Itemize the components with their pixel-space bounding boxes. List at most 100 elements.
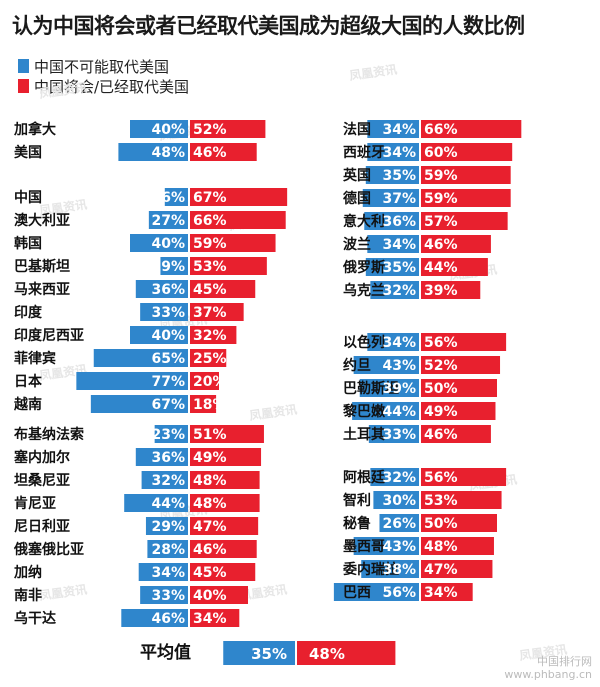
watermark-text: 凤凰资讯 <box>518 641 568 663</box>
row-value-yes: 49% <box>193 450 227 466</box>
row-bar-yes <box>421 491 502 509</box>
row-bar-yes <box>421 333 507 351</box>
row-bar-yes <box>421 379 497 397</box>
row-country-label: 约旦 <box>343 357 371 374</box>
row-country-label: 巴西 <box>343 585 371 601</box>
row-bar-yes <box>190 188 288 206</box>
row-value-yes: 50% <box>424 381 458 397</box>
row-value-no: 36% <box>382 214 416 230</box>
row-bar-no <box>90 395 188 413</box>
row-country-label: 意大利 <box>343 213 385 230</box>
row-country-label: 巴基斯坦 <box>14 258 70 275</box>
watermark-text: 凤凰资讯 <box>238 581 288 603</box>
row-bar-yes <box>421 537 494 555</box>
row-country-label: 土耳其 <box>343 426 385 443</box>
row-country-label: 法国 <box>343 121 371 138</box>
row-country-label: 巴勒斯坦 <box>343 380 399 397</box>
row-value-no: 27% <box>151 213 185 229</box>
average-bar-yes <box>297 641 396 665</box>
row-bar-yes <box>190 586 248 604</box>
legend-item-yes: 中国将会/已经取代美国 <box>18 76 189 96</box>
row-value-yes: 48% <box>193 496 227 512</box>
row-value-yes: 53% <box>424 493 458 509</box>
row-bar-no <box>365 258 419 276</box>
average-label: 平均值 <box>140 642 191 663</box>
row-value-no: 67% <box>151 397 185 413</box>
row-bar-yes <box>190 234 276 252</box>
row-bar-yes <box>190 517 259 535</box>
row-bar-yes <box>421 425 491 443</box>
row-value-no: 35% <box>382 168 416 184</box>
row-bar-yes <box>421 468 507 486</box>
row-bar-no <box>353 356 419 374</box>
row-bar-no <box>367 333 419 351</box>
watermark-text: 凤凰资讯 <box>38 581 88 603</box>
row-value-no: 33% <box>151 588 185 604</box>
row-value-yes: 66% <box>424 122 458 138</box>
row-bar-no <box>140 586 188 604</box>
row-value-no: 56% <box>382 585 416 601</box>
row-bar-no <box>124 494 188 512</box>
row-value-yes: 56% <box>424 335 458 351</box>
row-bar-yes <box>190 448 262 466</box>
row-bar-yes <box>190 494 260 512</box>
row-value-no: 43% <box>382 539 416 555</box>
row-value-yes: 52% <box>424 358 458 374</box>
row-bar-no <box>359 379 419 397</box>
row-bar-no <box>353 537 419 555</box>
row-value-yes: 37% <box>193 305 227 321</box>
row-country-label: 俄罗斯 <box>342 259 385 276</box>
row-bar-yes <box>421 514 497 532</box>
row-value-no: 29% <box>151 519 185 535</box>
row-country-label: 尼日利亚 <box>14 518 70 535</box>
row-country-label: 德国 <box>343 190 371 207</box>
row-value-yes: 45% <box>193 565 227 581</box>
row-country-label: 智利 <box>342 492 371 509</box>
row-bar-no <box>148 211 188 229</box>
site-url: www.phbang.cn <box>504 668 592 681</box>
row-value-no: 28% <box>151 542 185 558</box>
row-bar-no <box>135 280 188 298</box>
row-bar-yes <box>421 402 496 420</box>
row-country-label: 布基纳法索 <box>14 426 84 443</box>
row-country-label: 越南 <box>13 396 42 413</box>
legend-swatch-blue <box>18 59 29 73</box>
row-bar-no <box>370 468 419 486</box>
row-value-no: 44% <box>151 496 185 512</box>
row-value-no: 36% <box>151 450 185 466</box>
row-value-yes: 46% <box>193 542 227 558</box>
chart-title: 认为中国将会或者已经取代美国成为超级大国的人数比例 <box>12 14 525 38</box>
row-value-yes: 67% <box>193 190 227 206</box>
row-value-yes: 45% <box>193 282 227 298</box>
row-value-yes: 34% <box>193 611 227 627</box>
row-value-yes: 20% <box>193 374 227 390</box>
row-bar-no <box>147 540 188 558</box>
row-bar-yes <box>190 540 257 558</box>
row-value-yes: 40% <box>193 588 227 604</box>
row-bar-yes <box>421 235 491 253</box>
row-bar-no <box>160 257 188 275</box>
row-bar-yes <box>421 212 508 230</box>
row-bar-yes <box>190 563 256 581</box>
row-value-yes: 59% <box>424 168 458 184</box>
row-bar-yes <box>190 395 217 413</box>
row-value-no: 65% <box>151 351 185 367</box>
row-bar-no <box>333 583 419 601</box>
legend-label-no: 中国不可能取代美国 <box>34 57 170 76</box>
row-value-no: 37% <box>382 191 416 207</box>
row-value-no: 48% <box>151 145 185 161</box>
row-value-no: 16% <box>151 190 185 206</box>
row-bar-no <box>362 189 419 207</box>
row-value-no: 26% <box>382 516 416 532</box>
row-value-yes: 18% <box>193 397 227 413</box>
row-value-no: 34% <box>382 122 416 138</box>
row-bar-no <box>370 281 419 299</box>
row-bar-no <box>130 234 188 252</box>
row-value-yes: 50% <box>424 516 458 532</box>
row-value-no: 40% <box>151 122 185 138</box>
row-bar-yes <box>421 166 511 184</box>
row-value-yes: 46% <box>193 145 227 161</box>
row-bar-yes <box>190 211 286 229</box>
row-value-no: 43% <box>382 358 416 374</box>
